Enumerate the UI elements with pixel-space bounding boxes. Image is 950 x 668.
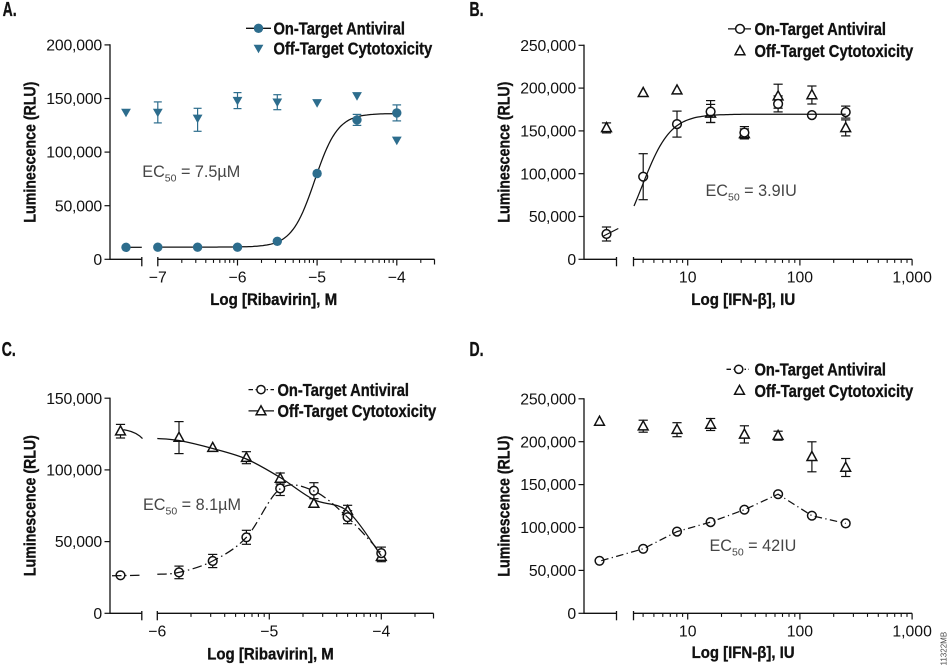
svg-text:−5: −5 [308, 270, 326, 287]
svg-text:Off-Target Cytotoxicity: Off-Target Cytotoxicity [278, 401, 437, 421]
svg-text:Log [IFN-β], IU: Log [IFN-β], IU [692, 643, 795, 662]
svg-text:50,000: 50,000 [55, 534, 103, 551]
svg-text:−7: −7 [149, 270, 167, 287]
svg-text:1,000: 1,000 [892, 623, 932, 640]
svg-text:C.: C. [2, 339, 16, 361]
svg-text:0: 0 [567, 252, 576, 269]
svg-text:EC50 = 3.9IU: EC50 = 3.9IU [706, 182, 797, 204]
svg-text:Log [Ribavirin], M: Log [Ribavirin], M [207, 645, 334, 664]
svg-text:−5: −5 [260, 623, 278, 640]
svg-text:EC50 = 7.5µM: EC50 = 7.5µM [142, 163, 240, 185]
svg-text:50,000: 50,000 [529, 563, 577, 580]
svg-text:150,000: 150,000 [520, 477, 576, 494]
svg-text:Luminescence (RLU): Luminescence (RLU) [494, 82, 513, 223]
svg-text:−6: −6 [228, 270, 246, 287]
svg-text:150,000: 150,000 [46, 91, 102, 108]
svg-text:B.: B. [470, 0, 484, 21]
svg-text:Luminescence (RLU): Luminescence (RLU) [494, 436, 513, 577]
svg-text:100: 100 [787, 623, 814, 640]
svg-text:50,000: 50,000 [55, 198, 103, 215]
svg-text:Luminescence (RLU): Luminescence (RLU) [20, 435, 39, 576]
svg-text:200,000: 200,000 [46, 38, 102, 55]
svg-text:Off-Target Cytotoxicity: Off-Target Cytotoxicity [755, 381, 914, 401]
svg-text:150,000: 150,000 [520, 124, 576, 141]
svg-text:EC50 = 42IU: EC50 = 42IU [710, 537, 797, 559]
svg-text:On-Target Antiviral: On-Target Antiviral [274, 19, 406, 39]
svg-text:50,000: 50,000 [529, 209, 577, 226]
svg-text:100,000: 100,000 [520, 166, 576, 183]
svg-text:100,000: 100,000 [46, 145, 102, 162]
svg-text:Log [IFN-β], IU: Log [IFN-β], IU [691, 290, 795, 309]
svg-text:A.: A. [3, 0, 17, 21]
svg-text:On-Target Antiviral: On-Target Antiviral [755, 19, 887, 39]
svg-text:On-Target Antiviral: On-Target Antiviral [278, 380, 410, 400]
svg-text:10: 10 [679, 623, 697, 640]
svg-text:EC50 = 8.1µM: EC50 = 8.1µM [143, 496, 241, 518]
svg-text:0: 0 [93, 252, 102, 269]
svg-text:On-Target Antiviral: On-Target Antiviral [755, 360, 887, 380]
svg-text:100,000: 100,000 [520, 520, 576, 537]
svg-text:Log [Ribavirin], M: Log [Ribavirin], M [210, 290, 337, 309]
svg-text:Off-Target Cytotoxicity: Off-Target Cytotoxicity [274, 39, 433, 59]
svg-text:100: 100 [787, 270, 814, 287]
svg-text:0: 0 [93, 606, 102, 623]
svg-text:250,000: 250,000 [520, 38, 576, 55]
svg-text:0: 0 [567, 606, 576, 623]
svg-text:200,000: 200,000 [520, 434, 576, 451]
svg-text:200,000: 200,000 [520, 81, 576, 98]
svg-text:Luminescence (RLU): Luminescence (RLU) [20, 82, 39, 223]
svg-text:−4: −4 [372, 623, 390, 640]
svg-text:250,000: 250,000 [520, 391, 576, 408]
svg-text:11322MB: 11322MB [940, 632, 949, 666]
svg-text:1,000: 1,000 [892, 270, 932, 287]
svg-text:150,000: 150,000 [46, 391, 102, 408]
svg-text:100,000: 100,000 [46, 463, 102, 480]
svg-text:−6: −6 [148, 623, 166, 640]
svg-text:−4: −4 [388, 270, 406, 287]
svg-text:10: 10 [679, 270, 697, 287]
svg-text:D.: D. [470, 339, 484, 361]
svg-text:Off-Target Cytotoxicity: Off-Target Cytotoxicity [755, 41, 914, 61]
